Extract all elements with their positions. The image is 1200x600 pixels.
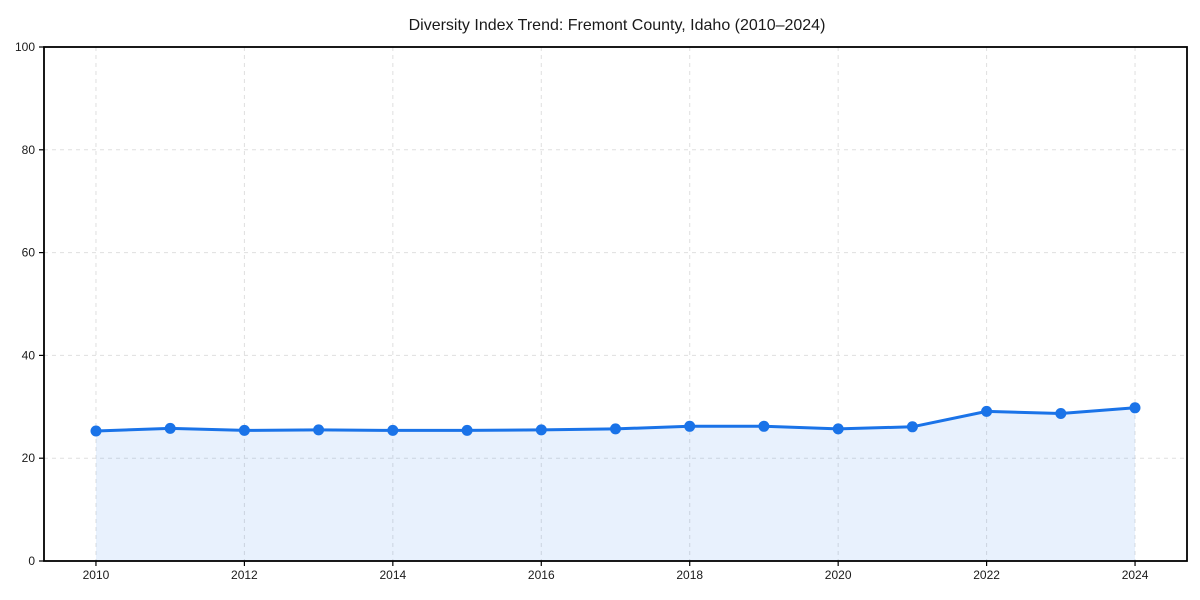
data-point xyxy=(610,423,621,435)
x-tick-label: 2010 xyxy=(83,568,110,582)
axis-ticks-layer xyxy=(39,46,1136,566)
gridlines-layer xyxy=(44,47,1187,561)
y-tick-label: 60 xyxy=(22,246,36,260)
y-tick-label: 80 xyxy=(22,143,36,157)
y-tick-label: 20 xyxy=(22,451,36,465)
data-point xyxy=(758,420,770,432)
plot-border xyxy=(43,46,1188,562)
y-tick-label: 100 xyxy=(15,40,35,54)
data-point xyxy=(387,424,399,436)
x-tick-label: 2024 xyxy=(1122,568,1149,582)
chart-title: Diversity Index Trend: Fremont County, I… xyxy=(409,17,826,34)
x-tick-label: 2016 xyxy=(528,568,555,582)
data-point xyxy=(1129,402,1141,414)
data-point xyxy=(90,425,102,437)
x-tick-label: 2018 xyxy=(676,568,703,582)
x-tick-label: 2022 xyxy=(973,568,1000,582)
data-point xyxy=(238,424,250,436)
area-fill xyxy=(96,407,1135,561)
x-tick-label: 2014 xyxy=(379,568,406,582)
x-tick-label: 2020 xyxy=(825,568,852,582)
y-tick-label: 40 xyxy=(22,348,36,362)
y-tick-label: 0 xyxy=(28,554,35,568)
data-point xyxy=(906,421,918,433)
data-point xyxy=(461,424,473,436)
series-layer xyxy=(90,402,1141,561)
data-point xyxy=(313,424,325,436)
x-tick-label: 2012 xyxy=(231,568,258,582)
axis-labels-layer: 2010 2012 2014 2016 2018 2020 2022 2024 0 20 40 60 8… xyxy=(15,40,1149,582)
data-point xyxy=(164,422,176,434)
data-point xyxy=(981,405,993,417)
data-point xyxy=(832,423,844,435)
data-point xyxy=(535,424,547,436)
data-point xyxy=(684,420,696,432)
data-point xyxy=(1055,408,1067,419)
